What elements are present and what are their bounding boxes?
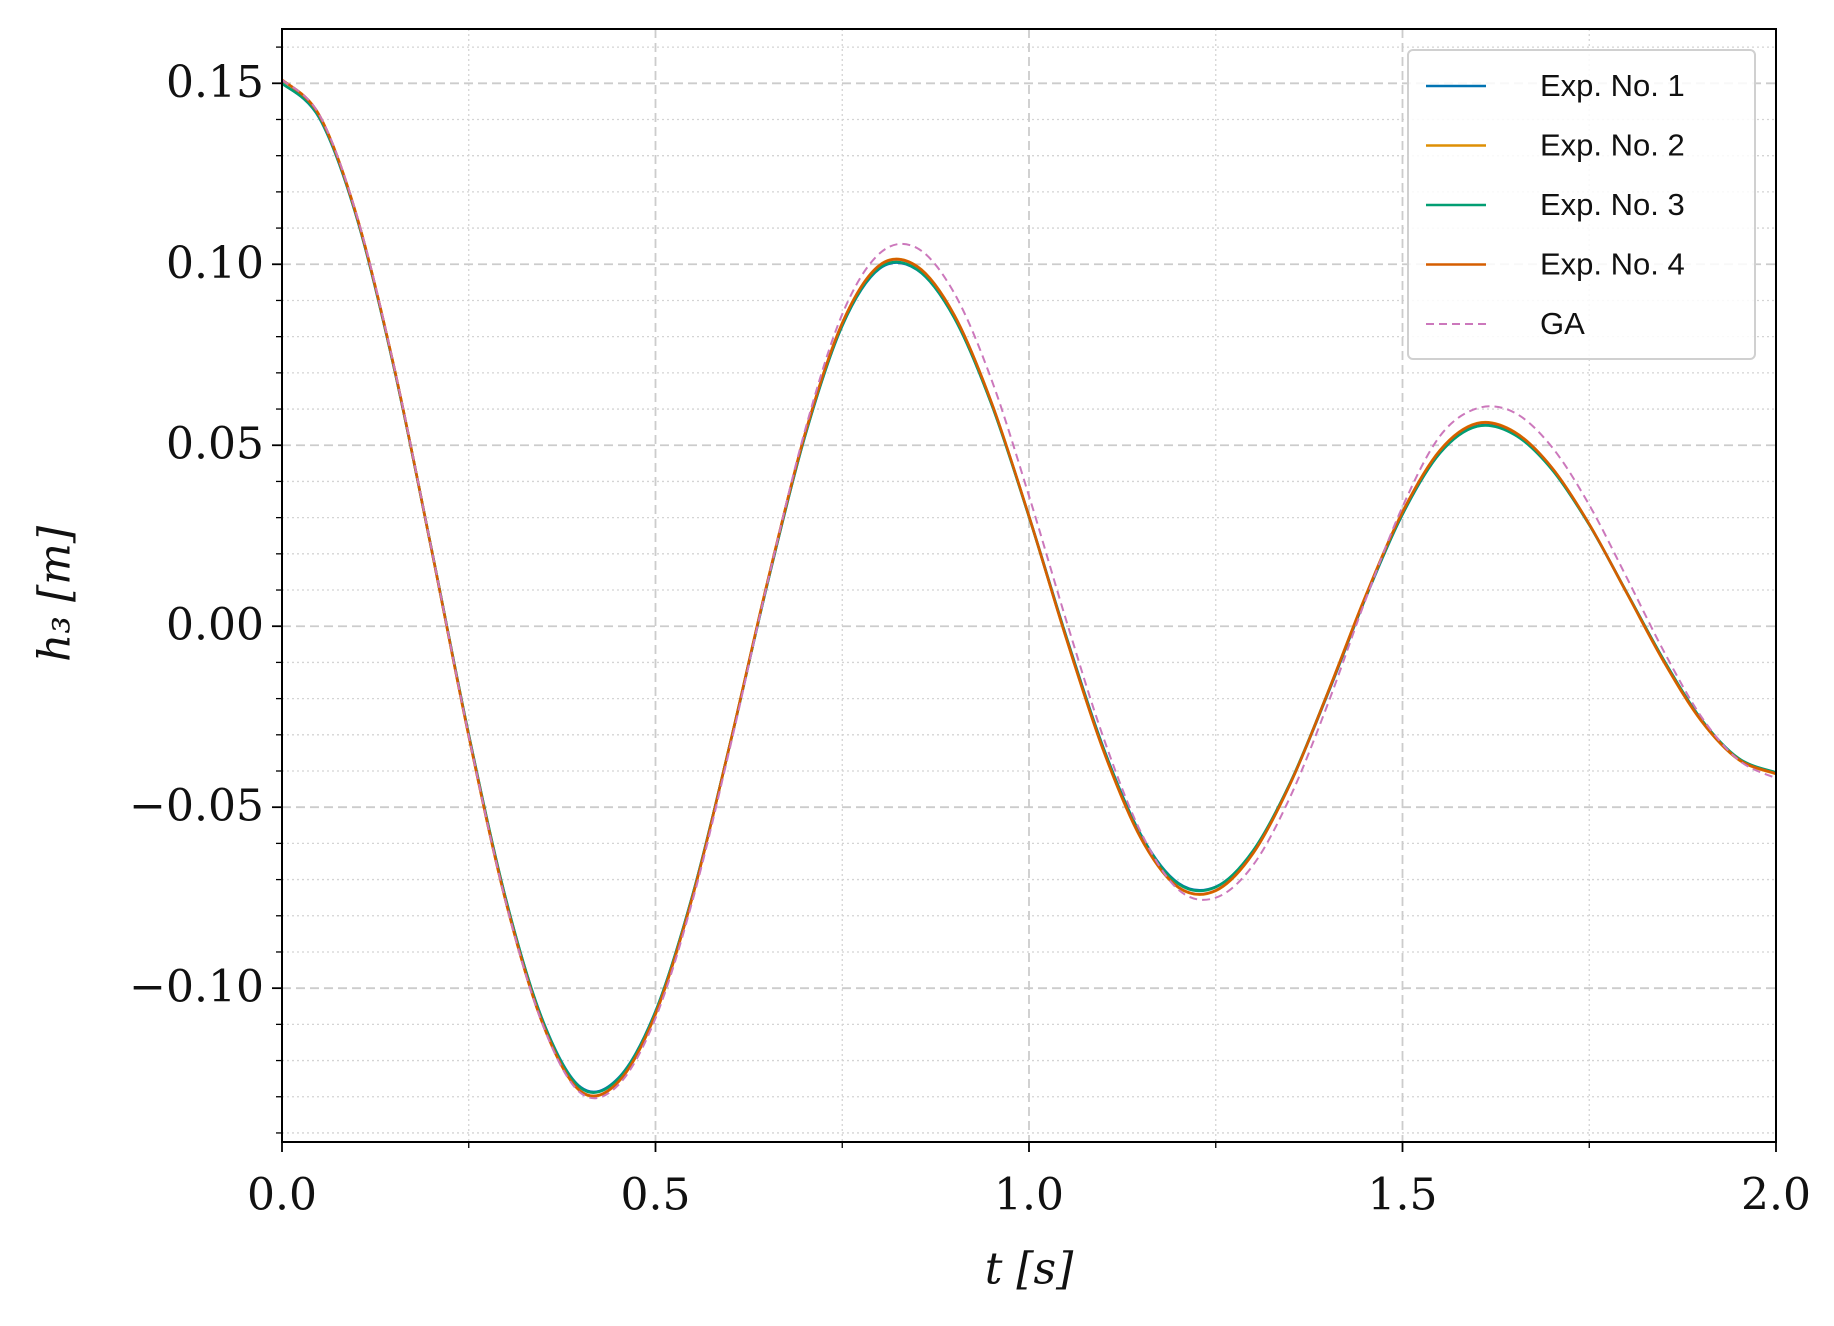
y-tick-label: −0.05	[129, 781, 264, 832]
x-tick-label: 1.5	[1368, 1170, 1438, 1221]
y-tick-label: 0.05	[166, 419, 264, 470]
x-tick-label: 1.0	[994, 1170, 1064, 1221]
legend-box	[1407, 49, 1756, 360]
legend-label: Exp. No. 2	[1540, 128, 1685, 163]
y-tick-label: 0.10	[166, 238, 264, 289]
series-line	[282, 78, 1776, 1100]
plot-frame	[281, 28, 1777, 1143]
legend-label: Exp. No. 3	[1540, 187, 1685, 222]
x-tick-label: 0.5	[621, 1170, 691, 1221]
x-tick-label: 0.0	[247, 1170, 317, 1221]
legend-label: Exp. No. 4	[1540, 247, 1685, 282]
x-tick-label: 2.0	[1741, 1170, 1811, 1221]
y-tick-label: 0.00	[166, 600, 264, 651]
y-tick-label: 0.15	[166, 57, 264, 108]
y-axis-label: h₃ [m]	[30, 525, 81, 662]
legend-label: GA	[1540, 306, 1585, 341]
legend-label: Exp. No. 1	[1540, 68, 1685, 103]
y-tick-label: −0.10	[129, 962, 264, 1013]
x-axis-label: t [s]	[985, 1244, 1074, 1295]
